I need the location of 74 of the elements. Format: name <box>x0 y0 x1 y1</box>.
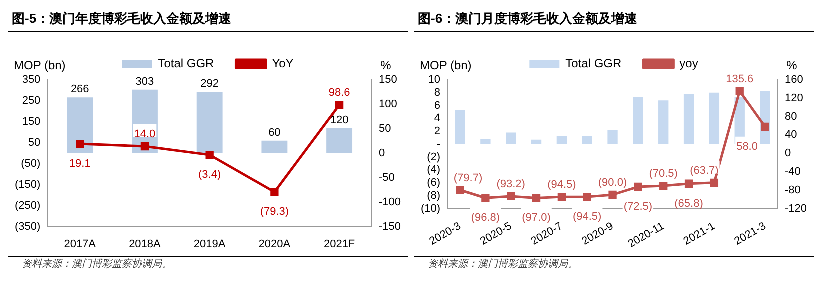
chart-title: 图-6：澳门月度博彩毛收入金额及增速 <box>414 8 814 32</box>
y2-tick-label: -120 <box>784 202 808 215</box>
y2-tick-label: -150 <box>378 220 402 233</box>
data-label: 58.0 <box>736 140 758 153</box>
y-axis-title: MOP (bn) <box>14 58 66 72</box>
y2-tick-label: 80 <box>784 110 798 123</box>
chart-title: 图-5：澳门年度博彩毛收入金额及增速 <box>8 8 408 32</box>
y-tick-label: 150 <box>22 116 41 128</box>
data-label: 292 <box>200 78 220 90</box>
y-tick-label: (250) <box>14 200 41 212</box>
data-label: (93.2) <box>496 178 526 190</box>
x-tick-label: 2021F <box>324 238 356 250</box>
y-tick-label: 6 <box>434 100 441 112</box>
y2-tick-label: 160 <box>784 74 804 86</box>
data-label: (96.8) <box>471 212 500 224</box>
data-label: 14.0 <box>134 128 156 141</box>
y-tick-label: (350) <box>14 220 41 233</box>
y2-tick-label: -40 <box>784 166 801 178</box>
data-label: 60 <box>268 126 281 139</box>
x-tick-label: 2017A <box>64 238 97 250</box>
data-label: 135.6 <box>726 73 754 86</box>
text: 资料来源：澳门博彩监察协调局。 <box>414 257 814 271</box>
y-tick-label: 2 <box>434 126 441 138</box>
y2-tick-label: -80 <box>784 184 801 196</box>
y-tick-label: (8) <box>427 190 441 202</box>
y-tick-label: (150) <box>14 178 41 191</box>
data-label: (97.0) <box>522 212 551 224</box>
data-label: (65.8) <box>674 198 704 210</box>
data-label: 120 <box>330 114 349 126</box>
y2-axis-title: % <box>786 58 798 72</box>
data-label: (3.4) <box>198 169 222 182</box>
data-label: 303 <box>136 76 154 88</box>
y-tick-label: 4 <box>434 112 441 125</box>
y2-tick-label: 0 <box>378 147 386 160</box>
data-label: (79.3) <box>260 206 290 218</box>
y-tick-label: 50 <box>28 136 41 149</box>
y-tick-label: 10 <box>428 74 441 86</box>
y-tick-label: (4) <box>427 164 441 176</box>
data-label: (63.7) <box>690 164 719 177</box>
legend-label: Total GGR <box>158 56 215 70</box>
data-label: 266 <box>70 84 90 96</box>
y2-tick-label: -100 <box>378 196 402 208</box>
y-tick-label: (10) <box>421 202 441 215</box>
y-tick-label: (2) <box>427 151 441 164</box>
data-label: 98.6 <box>328 87 350 100</box>
y2-axis-title: % <box>380 58 392 72</box>
y-tick-label: 250 <box>22 95 41 108</box>
y2-tick-label: 0 <box>784 148 792 160</box>
legend-label: YoY <box>272 56 294 70</box>
x-tick-label: 2018A <box>129 238 162 250</box>
y-tick-label: (50) <box>21 158 41 170</box>
y-tick-label: - <box>436 138 441 150</box>
x-tick-label: 2019A <box>194 238 226 250</box>
x-tick-label: 2020A <box>258 238 292 250</box>
y2-tick-label: 100 <box>378 98 398 110</box>
data-label: (70.5) <box>649 168 678 180</box>
data-label: 19.1 <box>69 158 91 170</box>
y-tick-label: 350 <box>22 74 41 86</box>
y2-tick-label: 120 <box>784 92 804 104</box>
data-label: (72.5) <box>624 200 653 213</box>
legend-label: yoy <box>680 56 698 70</box>
y-tick-label: 8 <box>434 86 441 99</box>
y2-tick-label: 40 <box>784 129 798 142</box>
y2-tick-label: 50 <box>378 122 392 135</box>
text: 资料来源：澳门博彩监察协调局。 <box>8 257 408 271</box>
y-tick-label: (6) <box>427 177 441 190</box>
legend-label: Total GGR <box>566 56 622 70</box>
y-axis-title: MOP (bn) <box>420 58 472 72</box>
data-label: (79.7) <box>454 172 483 184</box>
data-label: (94.5) <box>572 211 602 224</box>
y2-tick-label: 150 <box>378 74 398 86</box>
y2-tick-label: -50 <box>378 172 395 184</box>
data-label: (94.5) <box>548 179 576 192</box>
data-label: (90.0) <box>598 177 628 190</box>
